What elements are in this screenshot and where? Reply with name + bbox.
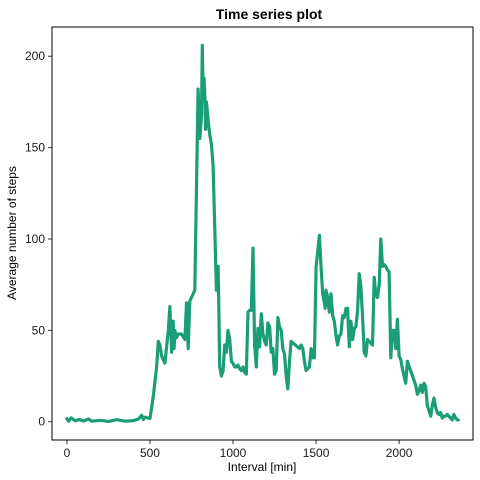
panel-border — [51, 26, 474, 441]
plot-area — [65, 43, 460, 423]
y-tick-label: 0 — [38, 415, 45, 429]
x-tick-label: 1000 — [220, 446, 247, 460]
y-axis-label: Average number of steps — [5, 166, 19, 300]
y-tick-label: 100 — [25, 232, 45, 246]
series-line — [65, 43, 460, 423]
x-tick-label: 500 — [140, 446, 160, 460]
y-tick-label: 50 — [32, 323, 46, 337]
y-tick-label: 150 — [25, 141, 45, 155]
x-tick-label: 1500 — [303, 446, 330, 460]
x-tick-label: 0 — [64, 446, 71, 460]
x-axis-label: Interval [min] — [228, 460, 297, 474]
x-tick-label: 2000 — [386, 446, 413, 460]
chart-title: Time series plot — [216, 6, 323, 22]
axis-ticks: 0 500 1000 1500 2000 0 50 100 150 200 — [25, 49, 413, 460]
y-tick-label: 200 — [25, 49, 45, 63]
